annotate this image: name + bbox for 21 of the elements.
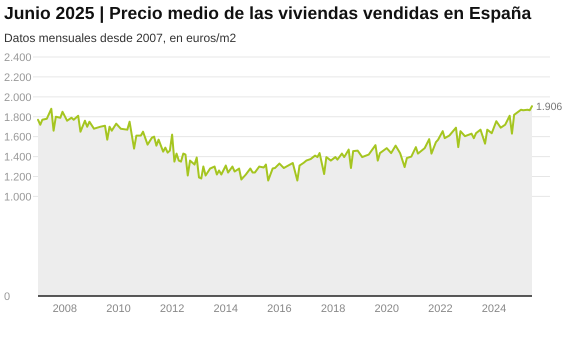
- x-tick-label: 2022: [428, 303, 453, 315]
- x-tick-label: 2018: [320, 303, 346, 315]
- x-tick-label: 2020: [374, 303, 399, 315]
- x-tick-label: 2012: [160, 303, 184, 315]
- y-tick-label: 2.000: [4, 92, 32, 104]
- chart-subtitle: Datos mensuales desde 2007, en euros/m2: [4, 31, 236, 45]
- chart-title: Junio 2025 | Precio medio de las viviendas vendidas en España: [4, 3, 532, 23]
- y-tick-label: 1.600: [4, 132, 32, 144]
- annotation: 1.906: [536, 101, 562, 114]
- y-tick-label: 1.400: [4, 152, 32, 164]
- y-tick-label: 1.200: [4, 172, 32, 184]
- x-tick-label: 2008: [52, 303, 78, 315]
- y-tick-label: 2.400: [4, 52, 32, 64]
- x-tick-label: 2010: [106, 303, 131, 315]
- x-tick-label: 2024: [482, 303, 506, 315]
- y-tick-label: 0: [4, 291, 10, 303]
- y-tick-label: 1.000: [4, 191, 32, 204]
- x-tick-label: 2016: [267, 303, 292, 315]
- x-tick-label: 2014: [214, 303, 238, 315]
- y-tick-label: 1.800: [4, 112, 32, 124]
- y-tick-label: 2.200: [4, 72, 32, 84]
